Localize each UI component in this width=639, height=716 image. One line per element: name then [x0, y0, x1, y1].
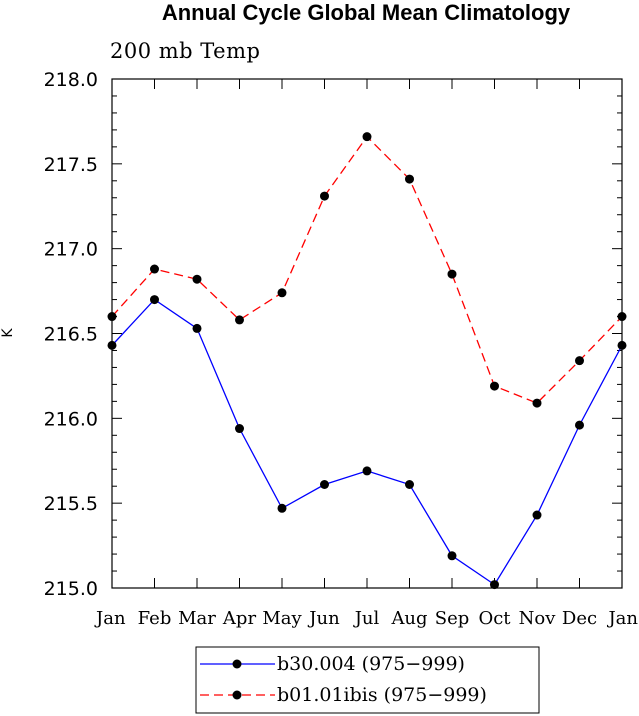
- series-0-point: [107, 340, 117, 350]
- x-tick-label: Jan: [94, 608, 126, 629]
- x-tick-label: Aug: [390, 608, 427, 629]
- x-tick-label: May: [262, 608, 302, 629]
- series-1-point: [405, 174, 414, 184]
- series-line-1: [111, 135, 623, 404]
- series-1-point: [532, 398, 542, 408]
- legend-label-red: b01.01ibis (975−999): [277, 684, 487, 706]
- legend-box: [195, 646, 540, 714]
- y-axis-label: K: [0, 328, 16, 338]
- y-tick-label: 216.5: [44, 324, 98, 346]
- x-tick-label: Dec: [562, 608, 597, 629]
- x-tick-label: Nov: [519, 608, 557, 629]
- legend-marker-red: [232, 690, 242, 700]
- y-tick-label: 215.0: [44, 578, 98, 600]
- x-tick-label: Jan: [606, 608, 638, 629]
- plot-frame: [111, 78, 623, 589]
- series-1-point: [320, 191, 329, 201]
- series-1-point: [192, 274, 202, 284]
- series-0-point: [150, 295, 159, 305]
- y-tick-label: 217.5: [44, 154, 98, 176]
- series-1-point: [575, 356, 584, 366]
- series-0-point: [277, 503, 287, 513]
- series-1-point: [617, 312, 627, 322]
- series-0-point: [405, 480, 414, 490]
- y-tick-label: 216.0: [44, 408, 98, 430]
- x-tick-label: Jun: [307, 608, 340, 629]
- series-1-point: [447, 269, 457, 279]
- x-tick-label: Mar: [178, 608, 216, 629]
- x-tick-label: Oct: [478, 608, 511, 629]
- series-1-point: [490, 381, 499, 391]
- series-line-0: [111, 298, 623, 586]
- series-1-point: [150, 264, 159, 274]
- y-tick-label: 215.5: [44, 493, 98, 515]
- series-0-point: [362, 466, 372, 476]
- series-0-point: [447, 551, 457, 561]
- series-0-point: [575, 420, 584, 430]
- series-0-point: [532, 510, 542, 520]
- series-0-point: [235, 424, 244, 434]
- series-1-point: [107, 312, 117, 322]
- y-tick-label: 217.0: [44, 239, 98, 261]
- chart-subtitle: 200 mb Temp: [110, 39, 260, 63]
- series-1-point: [235, 315, 244, 325]
- series-1-point: [362, 132, 372, 142]
- legend: b30.004 (975−999) b01.01ibis (975−999): [195, 646, 540, 714]
- x-tick-label: Feb: [138, 608, 172, 629]
- series-0-point: [192, 323, 202, 333]
- legend-label-blue: b30.004 (975−999): [277, 653, 465, 675]
- series-0-point: [617, 340, 627, 350]
- plot-area: 215.0 215.5 216.0 216.5 217.0 217.5 218.0 Jan Fe…: [44, 69, 639, 629]
- series-0-point: [320, 480, 329, 490]
- x-tick-label: Apr: [222, 608, 257, 629]
- series-0-point: [490, 580, 499, 590]
- legend-marker-blue: [232, 659, 242, 669]
- x-tick-label: Jul: [353, 608, 380, 629]
- series-1-point: [277, 288, 287, 298]
- x-tick-label: Sep: [435, 608, 470, 629]
- y-tick-label: 218.0: [44, 69, 98, 91]
- chart-title: Annual Cycle Global Mean Climatology: [162, 0, 571, 25]
